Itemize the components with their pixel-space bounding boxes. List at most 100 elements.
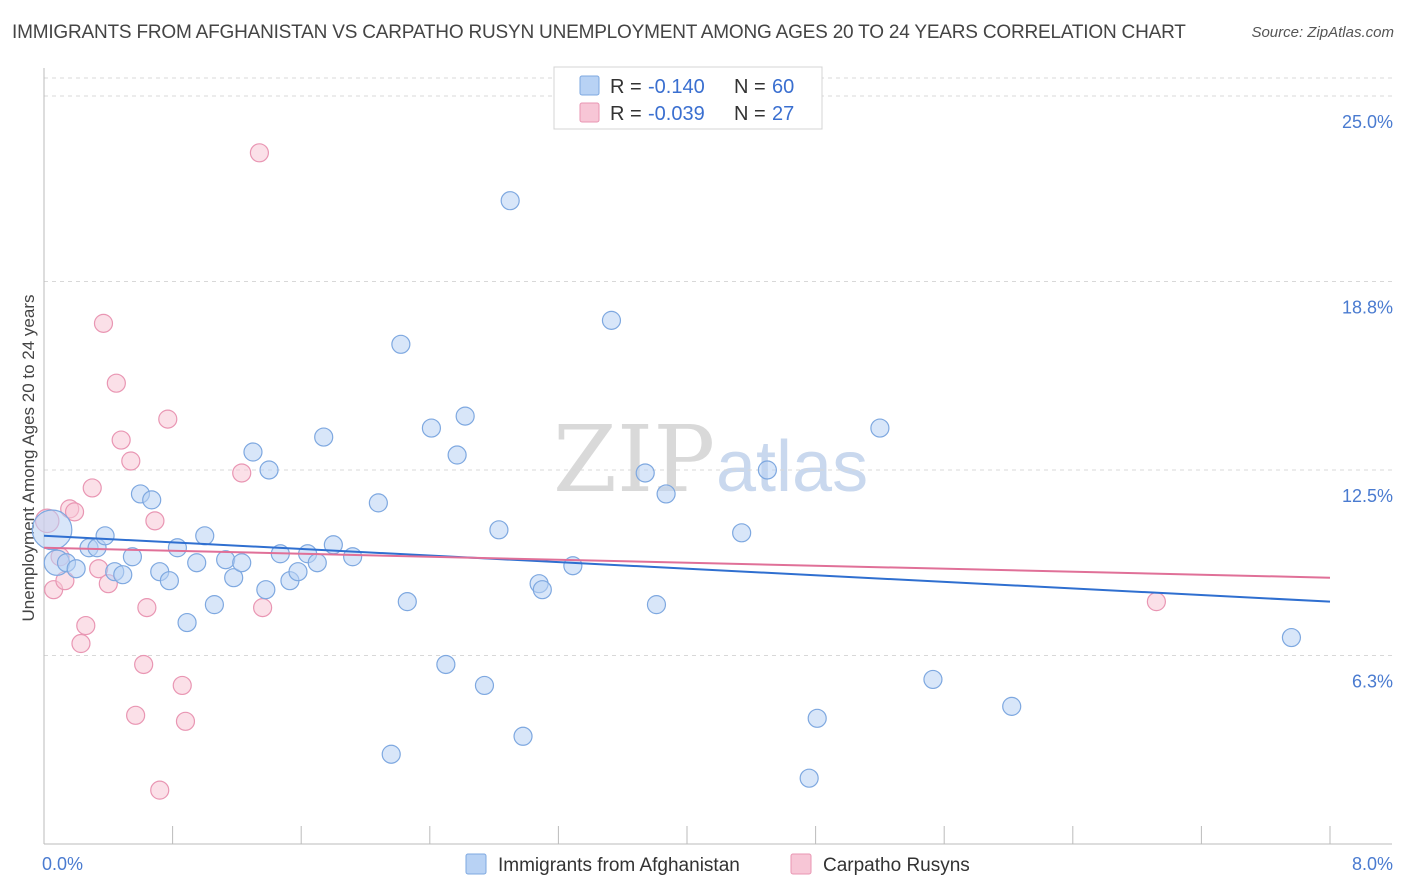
- data-point-blue: [256, 580, 276, 600]
- y-tick-label: 18.8%: [1342, 297, 1393, 317]
- data-point-blue: [224, 568, 244, 588]
- data-point-blue: [391, 334, 411, 354]
- series-legend-label: Carpatho Rusyns: [823, 855, 970, 876]
- data-point-blue: [216, 550, 236, 570]
- trend-line-blue: [43, 534, 1331, 603]
- data-point-blue: [204, 595, 224, 615]
- legend-r-value: -0.039: [648, 103, 705, 125]
- data-point-blue: [421, 418, 442, 438]
- data-point-pink: [137, 598, 157, 618]
- data-point-blue: [307, 553, 327, 573]
- axes: [43, 68, 1392, 845]
- data-point-blue: [436, 654, 456, 675]
- data-point-blue: [923, 669, 943, 690]
- data-point-blue: [288, 562, 308, 582]
- data-point-blue: [66, 559, 86, 579]
- data-point-blue: [1002, 696, 1022, 716]
- watermark-atlas: atlas: [716, 427, 868, 507]
- data-point-pink: [71, 633, 91, 654]
- data-point-blue: [635, 463, 655, 483]
- x-tick-labels: 0.0% 8.0%: [42, 854, 1393, 874]
- data-point-pink: [126, 705, 146, 725]
- series-legend-swatch-blue: [465, 853, 487, 875]
- data-point-pink: [232, 463, 252, 483]
- data-point-blue: [799, 768, 819, 788]
- data-point-pink: [121, 451, 141, 471]
- data-point-pink: [172, 675, 192, 696]
- y-tick-label: 25.0%: [1342, 112, 1393, 132]
- data-point-blue: [31, 509, 73, 551]
- data-point-blue: [474, 675, 495, 696]
- data-point-blue: [500, 191, 520, 211]
- legend-r-label: R =: [610, 103, 642, 125]
- data-point-blue: [532, 580, 552, 600]
- x-tick-label: 0.0%: [42, 854, 83, 874]
- y-tick-label: 12.5%: [1342, 486, 1393, 506]
- legend-n-value: 27: [772, 103, 794, 125]
- data-point-blue: [95, 526, 115, 546]
- data-point-blue: [397, 592, 417, 612]
- data-point-pink: [145, 511, 165, 531]
- data-point-pink: [82, 478, 102, 498]
- data-point-blue: [314, 427, 334, 447]
- chart-title: IMMIGRANTS FROM AFGHANISTAN VS CARPATHO …: [12, 22, 1186, 43]
- data-point-blue: [601, 310, 622, 330]
- series-legend-label: Immigrants from Afghanistan: [498, 855, 740, 876]
- data-point-blue: [113, 565, 133, 585]
- legend-swatch-pink: [579, 102, 600, 123]
- trend-lines: [43, 534, 1331, 603]
- data-point-blue: [489, 520, 509, 540]
- data-point-pink: [175, 711, 196, 731]
- data-point-blue: [807, 708, 827, 728]
- data-point-pink: [106, 373, 126, 393]
- data-point-blue: [187, 553, 207, 573]
- watermark: ZIP atlas: [553, 406, 868, 513]
- data-point-pink: [76, 615, 96, 636]
- legend-r-value: -0.140: [648, 76, 705, 98]
- series-legend-swatch-pink: [790, 853, 812, 875]
- legend-n-label: N =: [734, 76, 766, 98]
- data-point-pink: [111, 430, 131, 450]
- data-point-pink: [64, 502, 85, 522]
- data-point-blue: [381, 744, 401, 764]
- data-point-blue: [1281, 627, 1302, 648]
- data-point-blue: [122, 547, 143, 567]
- data-point-pink: [158, 409, 178, 429]
- data-point-blue: [243, 442, 263, 462]
- data-point-blue: [232, 553, 252, 573]
- source-credit: Source: ZipAtlas.com: [1251, 24, 1394, 41]
- trend-line-pink: [43, 546, 1331, 579]
- x-tick-label: 8.0%: [1352, 854, 1393, 874]
- data-point-pink: [93, 313, 114, 333]
- data-point-blue: [732, 523, 752, 543]
- data-point-pink: [249, 143, 270, 163]
- data-point-pink: [1146, 592, 1166, 612]
- y-axis-title: Unemployment Among Ages 20 to 24 years: [19, 295, 38, 622]
- data-point-blue: [513, 726, 533, 746]
- legend-n-label: N =: [734, 103, 766, 125]
- series-legend: Immigrants from Afghanistan Carpatho Rus…: [465, 853, 970, 876]
- legend-swatch-blue: [579, 75, 600, 96]
- data-point-blue: [177, 612, 197, 633]
- legend-r-label: R =: [610, 76, 642, 98]
- data-point-blue: [259, 460, 279, 480]
- data-point-blue: [757, 460, 777, 480]
- legend-n-value: 60: [772, 76, 794, 98]
- data-point-pink: [134, 654, 154, 675]
- data-point-blue: [447, 445, 467, 465]
- data-point-pink: [150, 780, 170, 800]
- data-point-blue: [368, 493, 388, 513]
- y-tick-labels: 6.3% 12.5% 18.8% 25.0%: [1342, 112, 1393, 692]
- y-tick-label: 6.3%: [1352, 671, 1393, 691]
- data-point-blue: [563, 556, 583, 576]
- watermark-zip: ZIP: [553, 406, 715, 513]
- data-point-blue: [142, 490, 162, 510]
- correlation-legend: R = -0.140 N = 60 R = -0.039 N = 27: [553, 66, 823, 130]
- data-point-blue: [656, 484, 676, 504]
- data-point-blue: [646, 595, 667, 615]
- data-point-pink: [253, 598, 273, 618]
- data-point-blue: [455, 406, 475, 426]
- data-point-blue: [159, 571, 179, 591]
- data-point-blue: [195, 526, 215, 546]
